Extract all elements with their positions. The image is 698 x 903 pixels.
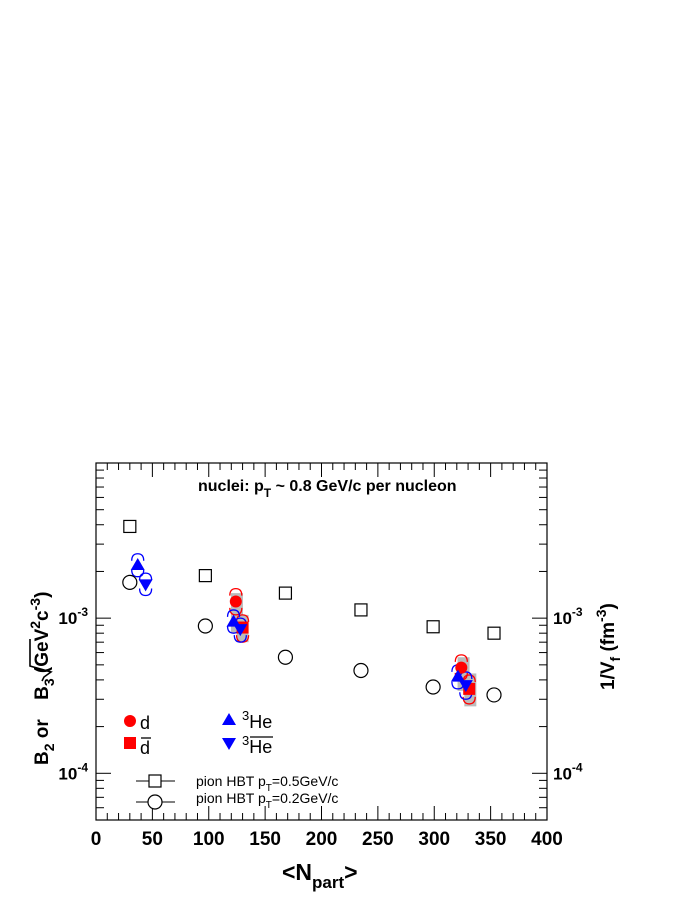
point-he3	[450, 669, 465, 682]
legend: d d 3He 3He pion HBT pT=0.5GeV/c pion HB…	[124, 708, 338, 811]
svg-text:1/Vf (fm-3): 1/Vf (fm-3)	[593, 603, 623, 690]
legend-marker-he3	[222, 713, 236, 725]
data-markers	[122, 519, 502, 703]
point-hbt05	[487, 626, 501, 640]
y-tick-label: 10-4	[58, 760, 88, 783]
point-he3bar	[458, 680, 473, 693]
point-he3	[130, 558, 145, 571]
point-hbt05	[426, 620, 440, 634]
systematic-cap-lower	[131, 569, 145, 578]
point-hbt05	[278, 586, 293, 600]
y-ticks	[96, 462, 547, 821]
x-tick-label: 300	[418, 829, 450, 850]
systematic-cap-upper	[462, 674, 476, 683]
legend-label-he3: 3He	[242, 708, 272, 732]
x-tick-labels: 0 50 100 150 200 250 300 350 400	[91, 829, 563, 850]
point-hbt02	[353, 662, 369, 679]
systematic-cap-lower	[462, 696, 476, 705]
systematic-cap-lower	[459, 692, 473, 700]
legend-item-he3: 3He	[222, 708, 272, 732]
legend-label-he3bar: 3He	[242, 733, 272, 757]
point-hbt02	[122, 574, 138, 590]
legend-marker-d	[124, 715, 136, 727]
legend-item-he3bar: 3He	[222, 733, 273, 757]
legend-marker-hbt05	[148, 774, 162, 788]
systematic-caps	[131, 553, 476, 705]
y-tick-label: 10-3	[58, 605, 88, 628]
x-tick-label: 100	[193, 829, 225, 850]
systematic-cap-lower	[138, 588, 153, 597]
legend-marker-hbt02	[147, 794, 163, 810]
svg-text:B2 or B3 (GeV2c-3): B2 or B3 (GeV2c-3)	[27, 592, 57, 765]
point-hbt02	[486, 687, 502, 703]
chart-annotation: nuclei: pT ~ 0.8 GeV/c per nucleon	[198, 478, 457, 500]
legend-label-hbt05: pion HBT pT=0.5GeV/c	[196, 773, 338, 794]
systematic-cap-upper	[229, 587, 243, 596]
y-axis-label-left: B2 or B3 (GeV2c-3)	[27, 592, 57, 765]
point-d	[229, 595, 242, 608]
x-tick-label: 0	[91, 829, 102, 850]
x-tick-label: 350	[475, 829, 507, 850]
legend-item-dbar: d	[124, 737, 151, 758]
sqrt-radical-icon	[29, 639, 53, 682]
y-axis-label-right: 1/Vf (fm-3)	[593, 603, 623, 690]
x-tick-label: 400	[531, 829, 563, 850]
legend-item-hbt05: pion HBT pT=0.5GeV/c	[136, 773, 338, 794]
y-right-tick-label: 10-4	[553, 760, 583, 783]
y-right-tick-label: 10-3	[553, 605, 583, 628]
legend-marker-he3bar	[222, 738, 236, 750]
point-hbt05	[198, 569, 212, 583]
x-tick-label: 150	[249, 829, 281, 850]
point-hbt02	[197, 618, 213, 634]
x-tick-label: 250	[362, 829, 394, 850]
point-he3bar	[138, 579, 153, 592]
legend-item-d: d	[124, 713, 150, 733]
legend-label-hbt02: pion HBT pT=0.2GeV/c	[196, 790, 338, 811]
point-hbt02	[425, 679, 441, 695]
systematic-cap-upper	[226, 609, 241, 617]
point-hbt05	[354, 603, 368, 617]
x-tick-label: 50	[142, 829, 163, 850]
x-axis-label: <Npart>	[282, 859, 358, 892]
plot-frame	[95, 462, 548, 821]
systematic-cap-upper	[138, 572, 153, 581]
legend-label-dbar: d	[140, 738, 150, 758]
systematic-cap-upper	[454, 654, 468, 662]
point-he3	[226, 614, 241, 627]
systematic-cap-lower	[233, 635, 247, 643]
legend-label-d: d	[140, 713, 150, 733]
systematic-cap-upper	[131, 553, 145, 561]
point-hbt02	[277, 649, 294, 665]
legend-item-hbt02: pion HBT pT=0.2GeV/c	[136, 790, 338, 811]
x-ticks	[95, 463, 548, 820]
y-tick-labels: 10-3 10-4	[58, 605, 88, 783]
point-hbt05	[123, 519, 137, 534]
legend-marker-dbar	[124, 737, 136, 749]
point-he3bar	[233, 624, 248, 637]
x-tick-label: 200	[306, 829, 338, 850]
y-right-tick-labels: 10-3 10-4	[553, 605, 583, 783]
